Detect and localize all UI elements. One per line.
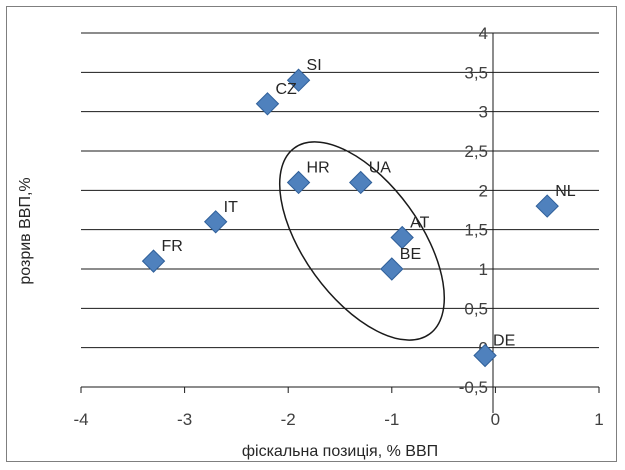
y-tick-label: 0,5 <box>464 299 488 318</box>
point-label-nl: NL <box>555 183 576 200</box>
x-axis-title: фіскальна позиція, % ВВП <box>242 443 438 460</box>
data-point-hr <box>286 170 311 195</box>
data-point-it <box>203 210 228 234</box>
y-tick-label: 4 <box>479 24 488 43</box>
y-tick-label: 2 <box>479 181 488 200</box>
x-tick-label: -2 <box>281 410 296 429</box>
point-label-it: IT <box>224 199 238 216</box>
x-tick-labels: -4 -3 -2 -1 0 1 <box>73 410 603 429</box>
y-tick-label: 3,5 <box>464 63 488 82</box>
point-label-ua: UA <box>369 159 392 176</box>
x-tick-label: 1 <box>594 410 603 429</box>
x-tick-label: -1 <box>384 410 399 429</box>
x-tick-label: -4 <box>73 410 88 429</box>
y-tick-labels: -0,500,511,522,533,54 <box>459 24 488 397</box>
data-point-at <box>390 225 414 250</box>
axes <box>80 33 600 413</box>
y-tick-label: 1,5 <box>464 221 488 240</box>
data-point-de <box>473 343 497 368</box>
data-point-cz <box>255 92 280 116</box>
x-tick-label: 0 <box>491 410 500 429</box>
point-label-hr: HR <box>307 159 330 176</box>
y-tick-label: 3 <box>479 103 488 122</box>
y-tick-label: 1 <box>479 260 488 279</box>
point-label-de: DE <box>493 333 515 350</box>
y-tick-label: 2,5 <box>464 142 488 161</box>
data-point-ua <box>349 170 373 195</box>
point-label-be: BE <box>400 246 421 263</box>
data-point-fr <box>141 249 166 273</box>
point-label-at: AT <box>410 215 429 232</box>
point-labels: SI CZ HR UA NL IT AT FR BE DE <box>162 57 576 349</box>
cluster-ellipse <box>278 141 446 341</box>
data-point-si <box>286 68 311 92</box>
point-label-cz: CZ <box>275 81 297 98</box>
y-axis-title: розрив ВВП,% <box>17 177 34 284</box>
chart-frame <box>6 6 617 462</box>
y-tick-label: -0,5 <box>459 378 488 397</box>
data-point-nl <box>535 194 559 218</box>
data-points <box>141 68 559 368</box>
point-label-si: SI <box>307 57 322 74</box>
grid-lines <box>81 32 599 349</box>
x-tick-label: -3 <box>177 410 192 429</box>
data-point-be <box>380 257 404 281</box>
point-label-fr: FR <box>162 238 183 255</box>
